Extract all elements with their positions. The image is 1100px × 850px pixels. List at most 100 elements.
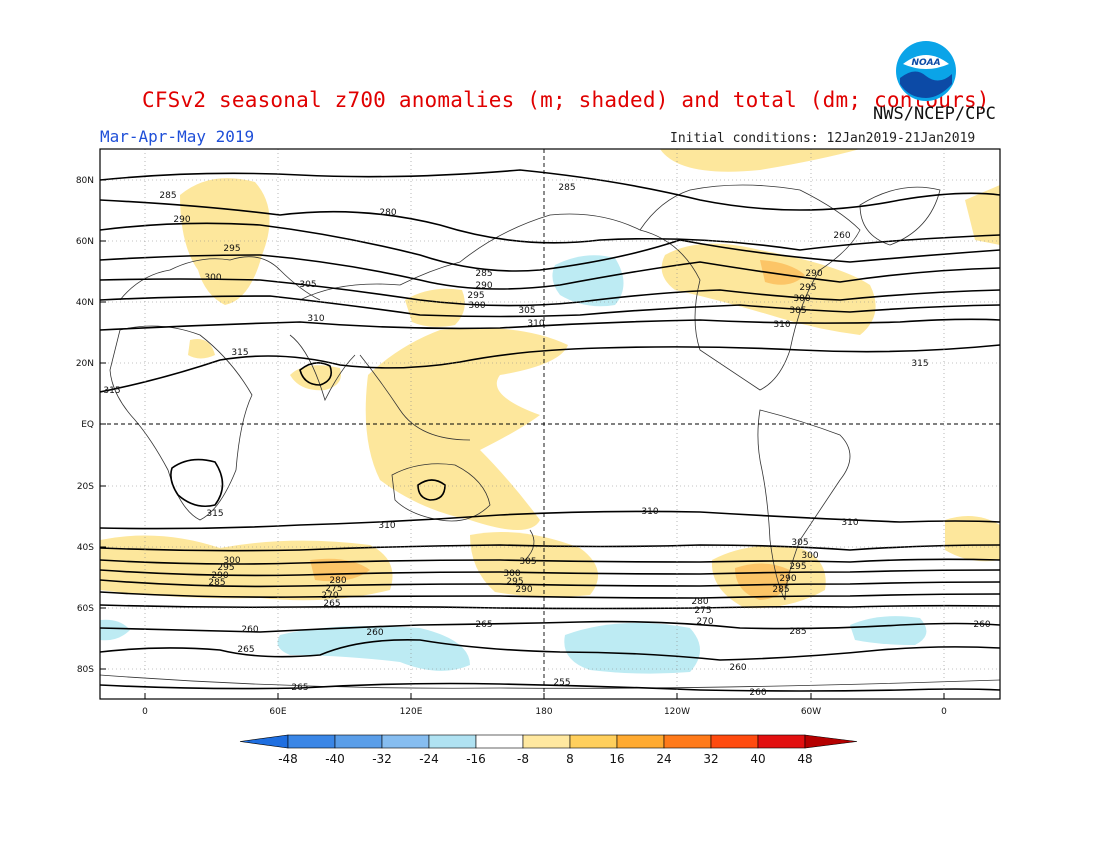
contour-label-bg [749, 688, 767, 697]
contour-label-bg [241, 625, 259, 634]
contour-label-bg [307, 314, 325, 323]
contour-label: 300 [793, 294, 810, 304]
coast-antarctica [100, 674, 1000, 689]
contour-closed [170, 458, 224, 508]
contour-label-bg [475, 620, 493, 629]
lat-tick-label: 20S [77, 482, 94, 492]
anomaly-rightedge-pos [965, 185, 1000, 245]
contour-label-bg [378, 521, 396, 530]
contour-label-bg [789, 627, 807, 636]
colorbar-swatch [287, 734, 336, 749]
contour-label: 260 [833, 231, 850, 241]
contour-label-bg [506, 577, 524, 586]
contour-label-bg [789, 562, 807, 571]
contour-label-bg [208, 578, 226, 587]
contour-label: 290 [475, 281, 492, 291]
anomaly-antarctic-neg-4 [100, 619, 130, 641]
anomaly-shading [100, 149, 1000, 674]
contour-label: 285 [558, 183, 575, 193]
contour-line [100, 169, 1000, 211]
anomaly-sh-band-1-core [310, 558, 370, 582]
contour-line [100, 254, 1000, 290]
contour-line [100, 199, 1000, 251]
contour-label: 310 [841, 518, 858, 528]
contour-label-bg [468, 301, 486, 310]
contour-label: 300 [204, 273, 221, 283]
noaa-logo-icon: NOAA [896, 41, 956, 101]
contour-label-bg [641, 507, 659, 516]
contour-label-bg [772, 585, 790, 594]
colorbar-label: 24 [656, 752, 671, 766]
colorbar-right-arrow [804, 734, 858, 749]
contour-label-bg [103, 386, 121, 395]
contour-label: 285 [475, 269, 492, 279]
contour-label-bg [503, 569, 521, 578]
lon-tick-label: 0 [941, 707, 947, 717]
contour-label-bg [793, 294, 811, 303]
lat-tick-label: 80S [77, 665, 94, 675]
contour-line [100, 544, 1000, 552]
contour-label: 285 [772, 585, 789, 595]
contour-label: 300 [503, 569, 520, 579]
contour-label-bg [973, 620, 991, 629]
anomaly-arctic-pos [200, 149, 860, 172]
anomaly-sh-band-2 [470, 531, 598, 597]
colorbar-label: 8 [566, 752, 574, 766]
contour-label-bg [223, 244, 241, 253]
contour-label: 275 [694, 606, 711, 616]
contour-label: 260 [241, 625, 258, 635]
height-contours [100, 169, 1000, 692]
contour-label: 270 [321, 591, 338, 601]
contour-label: 310 [307, 314, 324, 324]
contour-line [100, 295, 1000, 318]
colorbar-label: -32 [372, 752, 392, 766]
anomaly-antarctic-neg-1 [277, 626, 470, 671]
contour-line [100, 638, 1000, 661]
contour-label-bg [475, 269, 493, 278]
contour-label-bg [321, 591, 339, 600]
colorbar-swatch [569, 734, 618, 749]
contour-label-bg [223, 556, 241, 565]
anomaly-atlantic-sub-pos [188, 339, 215, 359]
contour-label: 265 [323, 599, 340, 609]
contour-label: 260 [366, 628, 383, 638]
coast-australia [391, 463, 491, 522]
lon-tick-label: 60W [801, 707, 821, 717]
contour-label-bg [694, 606, 712, 615]
coast-africa [109, 325, 253, 521]
contour-label-bg [475, 281, 493, 290]
contour-label-bg [799, 283, 817, 292]
contour-label: 285 [159, 191, 176, 201]
contour-label: 285 [208, 578, 225, 588]
colorbar-swatch [334, 734, 383, 749]
lon-tick-label: 180 [535, 707, 552, 717]
colorbar-label: 48 [797, 752, 812, 766]
lat-tick-label: EQ [81, 420, 94, 430]
contour-label-bg [729, 663, 747, 672]
contour-label-bg [515, 585, 533, 594]
contour-label: 275 [325, 584, 342, 594]
contour-label-bg [366, 628, 384, 637]
anomaly-westpac-pos [365, 327, 568, 530]
contour-line [100, 318, 1000, 331]
colorbar: -48 -40 -32 -24 -16 -8 8 16 24 32 40 48 [239, 734, 858, 766]
latitude-axis: 80N 60N 40N 20N EQ 20S 40S 60S 80S [76, 176, 106, 675]
contour-label: 300 [223, 556, 240, 566]
contour-label: 290 [779, 574, 796, 584]
contour-label: 295 [467, 291, 484, 301]
contour-label-bg [467, 291, 485, 300]
coast-nz [524, 529, 535, 561]
colorbar-swatch [475, 734, 524, 749]
colorbar-swatch [616, 734, 665, 749]
contour-label: 295 [799, 283, 816, 293]
contour-label: 315 [103, 386, 120, 396]
coastlines [100, 184, 1000, 689]
colorbar-label: 16 [609, 752, 624, 766]
longitude-axis: 0 60E 120E 180 120W 60W 0 [142, 693, 947, 717]
contour-label: 285 [789, 627, 806, 637]
agency-label: NWS/NCEP/CPC [873, 104, 996, 124]
contour-label: 310 [641, 507, 658, 517]
contour-label-bg [329, 576, 347, 585]
contour-label: 265 [237, 645, 254, 655]
